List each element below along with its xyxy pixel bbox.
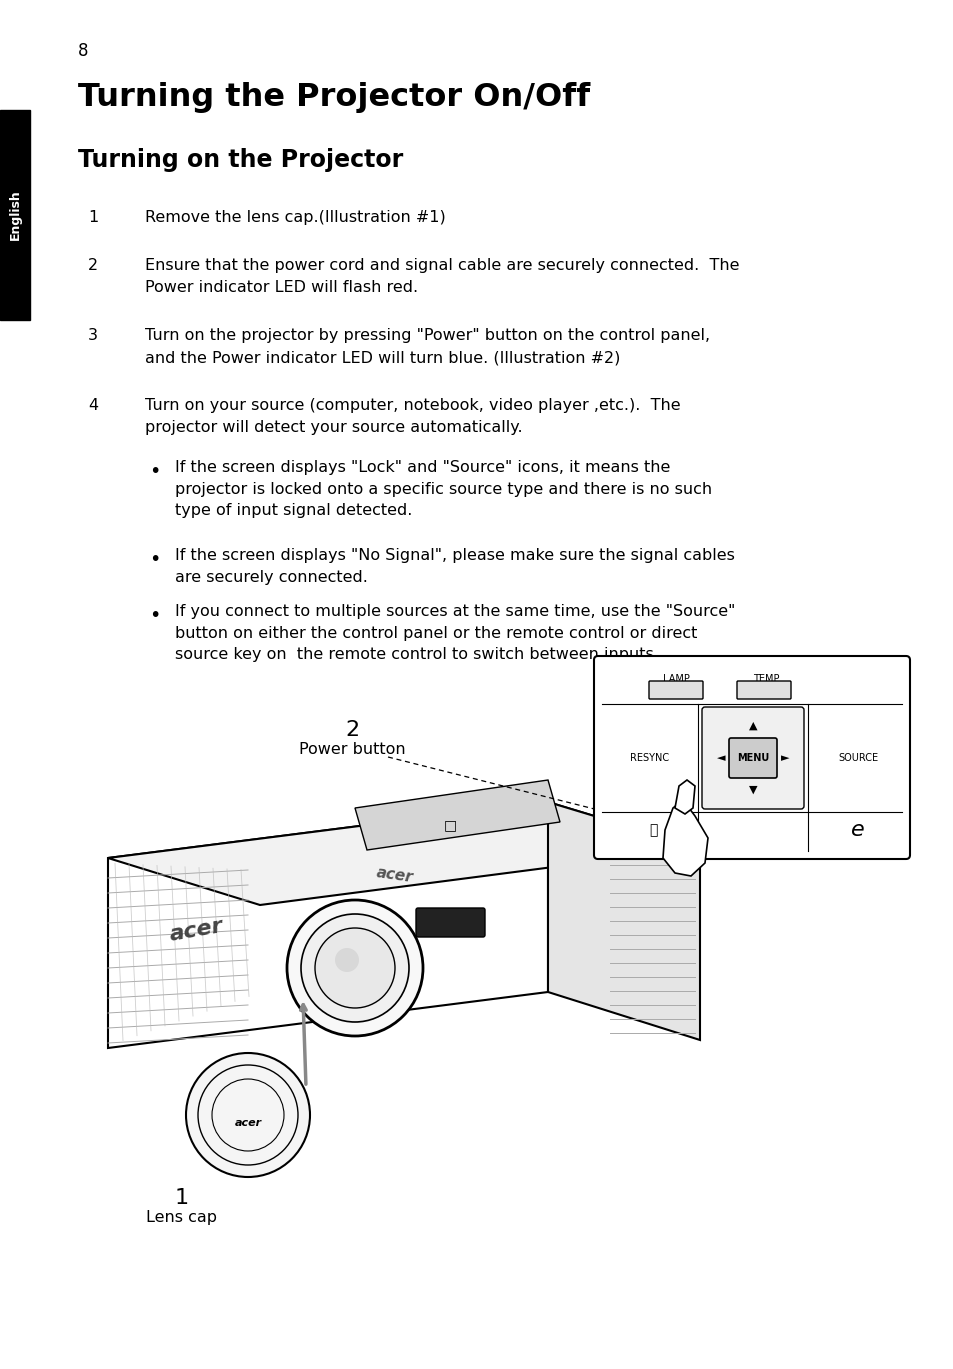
Text: Lens cap: Lens cap bbox=[147, 1210, 217, 1225]
Text: 1: 1 bbox=[88, 209, 98, 225]
Polygon shape bbox=[675, 780, 695, 815]
Circle shape bbox=[301, 914, 409, 1023]
Text: ▼: ▼ bbox=[748, 784, 757, 795]
Circle shape bbox=[314, 928, 395, 1008]
Circle shape bbox=[335, 947, 358, 972]
FancyBboxPatch shape bbox=[728, 738, 776, 778]
Bar bbox=[0, 110, 30, 320]
FancyBboxPatch shape bbox=[594, 656, 909, 858]
Text: ▲: ▲ bbox=[748, 721, 757, 731]
Text: If the screen displays "No Signal", please make sure the signal cables
are secur: If the screen displays "No Signal", plea… bbox=[174, 548, 734, 585]
Text: •: • bbox=[150, 550, 160, 570]
Text: 2: 2 bbox=[88, 257, 98, 272]
Text: Remove the lens cap.(Illustration #1): Remove the lens cap.(Illustration #1) bbox=[145, 209, 445, 225]
Text: 1: 1 bbox=[174, 1188, 189, 1207]
Text: If the screen displays "Lock" and "Source" icons, it means the
projector is lock: If the screen displays "Lock" and "Sourc… bbox=[174, 460, 711, 519]
Text: 4: 4 bbox=[88, 398, 98, 413]
Polygon shape bbox=[355, 780, 559, 850]
Text: ▲: ▲ bbox=[749, 741, 755, 746]
FancyBboxPatch shape bbox=[701, 706, 803, 809]
Polygon shape bbox=[108, 802, 700, 905]
Text: Turning the Projector On/Off: Turning the Projector On/Off bbox=[78, 82, 590, 114]
Text: English: English bbox=[9, 190, 22, 241]
Text: Power button: Power button bbox=[298, 742, 405, 757]
Text: 2: 2 bbox=[345, 720, 358, 741]
Text: acer: acer bbox=[234, 1118, 261, 1128]
FancyBboxPatch shape bbox=[416, 908, 484, 936]
Text: MENU: MENU bbox=[736, 753, 768, 763]
Text: □: □ bbox=[443, 819, 456, 832]
Text: ⏻: ⏻ bbox=[648, 823, 657, 836]
Text: Turning on the Projector: Turning on the Projector bbox=[78, 148, 403, 172]
Text: LAMP: LAMP bbox=[662, 674, 689, 684]
Text: acer: acer bbox=[168, 916, 224, 945]
Circle shape bbox=[287, 899, 422, 1036]
Text: ◄: ◄ bbox=[716, 753, 724, 763]
Text: acer: acer bbox=[375, 865, 414, 884]
Text: e: e bbox=[850, 820, 864, 841]
Polygon shape bbox=[547, 802, 700, 1040]
Text: •: • bbox=[150, 606, 160, 626]
Text: TEMP: TEMP bbox=[752, 674, 779, 684]
Circle shape bbox=[186, 1053, 310, 1177]
Text: Ensure that the power cord and signal cable are securely connected.  The
Power i: Ensure that the power cord and signal ca… bbox=[145, 257, 739, 296]
Text: Turn on the projector by pressing "Power" button on the control panel,
and the P: Turn on the projector by pressing "Power… bbox=[145, 329, 709, 366]
Text: RESYNC: RESYNC bbox=[630, 753, 669, 763]
Polygon shape bbox=[108, 802, 547, 1049]
Polygon shape bbox=[662, 799, 707, 876]
Text: Turn on your source (computer, notebook, video player ,etc.).  The
projector wil: Turn on your source (computer, notebook,… bbox=[145, 398, 679, 435]
Text: SOURCE: SOURCE bbox=[837, 753, 877, 763]
FancyBboxPatch shape bbox=[648, 680, 702, 700]
FancyBboxPatch shape bbox=[737, 680, 790, 700]
Text: If you connect to multiple sources at the same time, use the "Source"
button on : If you connect to multiple sources at th… bbox=[174, 604, 735, 663]
Text: 3: 3 bbox=[88, 329, 98, 344]
Text: •: • bbox=[150, 461, 160, 481]
Text: 8: 8 bbox=[78, 42, 89, 60]
Text: ►: ► bbox=[780, 753, 788, 763]
